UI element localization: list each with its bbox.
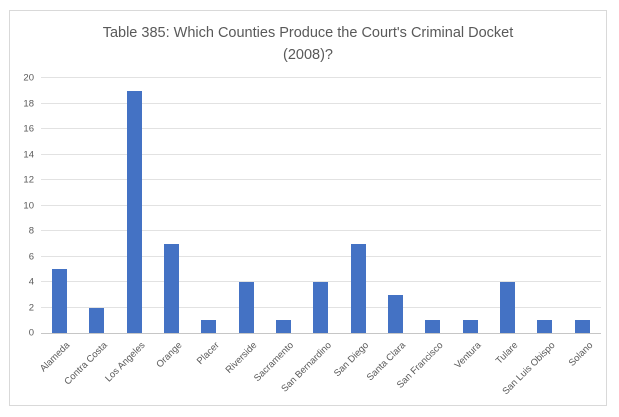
bar-slot (265, 78, 302, 333)
y-axis-tick-label: 6 (28, 251, 34, 262)
gridline (41, 179, 601, 180)
gridline (41, 77, 601, 78)
y-axis-tick-label: 18 (23, 98, 34, 109)
chart-title: Table 385: Which Counties Produce the Co… (10, 22, 606, 66)
bar-slot (564, 78, 601, 333)
bar-slot (116, 78, 153, 333)
bar-ventura (462, 320, 478, 333)
bar-slot (526, 78, 563, 333)
bar-slot (340, 78, 377, 333)
bar-slot (78, 78, 115, 333)
bar-orange (164, 243, 180, 333)
y-axis-tick-label: 12 (23, 174, 34, 186)
bar-tulare (500, 282, 516, 333)
bar-slot (489, 78, 526, 333)
x-axis-tick-label: Riverside (223, 340, 260, 376)
bar-alameda (52, 269, 68, 333)
bar-san-bernardino (313, 282, 329, 333)
gridline (41, 230, 601, 231)
bar-slot (228, 78, 265, 333)
x-axis-tick-label: Solano (566, 340, 596, 369)
x-axis-tick-label: Placer (194, 340, 222, 367)
bar-slot (190, 78, 227, 333)
gridline (41, 128, 601, 129)
bar-solano (574, 320, 590, 333)
gridline (41, 102, 601, 104)
plot-area: 0 2 4 6 8 10 12 14 16 18 20 Alameda Contra Costa Los… (23, 73, 601, 397)
y-axis-tick-label: 8 (28, 225, 34, 237)
bar-slot (414, 78, 451, 333)
gridline (41, 153, 601, 155)
gridline (41, 204, 601, 206)
y-axis-tick-label: 0 (28, 327, 34, 339)
y-axis-tick-label: 10 (23, 200, 34, 211)
y-axis-tick-label: 4 (28, 276, 34, 288)
y-axis-tick-label: 14 (23, 149, 34, 160)
x-axis-tick-label: Orange (154, 340, 185, 371)
bar-contra-costa (89, 307, 105, 333)
bar-santa-clara (388, 294, 404, 333)
bar-san-francisco (425, 320, 441, 333)
gridline (41, 281, 601, 282)
bar-slot (452, 78, 489, 333)
y-axis-tick-label: 20 (23, 72, 34, 84)
y-axis-tick-label: 2 (28, 302, 34, 313)
bar-series (41, 78, 601, 333)
x-axis-tick-label: Alameda (38, 340, 73, 375)
x-axis-tick-label: Tulare (493, 340, 521, 367)
bar-san-diego (350, 243, 366, 333)
bar-slot (153, 78, 190, 333)
chart-container: Table 385: Which Counties Produce the Co… (9, 10, 607, 406)
bar-placer (201, 320, 217, 333)
y-axis-tick-label: 16 (23, 123, 34, 135)
bar-sacramento (276, 320, 292, 333)
bar-slot (377, 78, 414, 333)
chart-title-line1: Table 385: Which Counties Produce the Co… (102, 25, 514, 41)
x-axis-line (41, 333, 601, 334)
bar-los-angeles (126, 90, 142, 333)
bar-riverside (238, 282, 254, 333)
bar-slot (41, 78, 78, 333)
gridline (41, 255, 601, 257)
bar-slot (302, 78, 339, 333)
bar-san-luis-obispo (537, 320, 553, 333)
x-axis-tick-label: Ventura (452, 340, 484, 371)
chart-title-line2: (2008)? (283, 47, 333, 63)
